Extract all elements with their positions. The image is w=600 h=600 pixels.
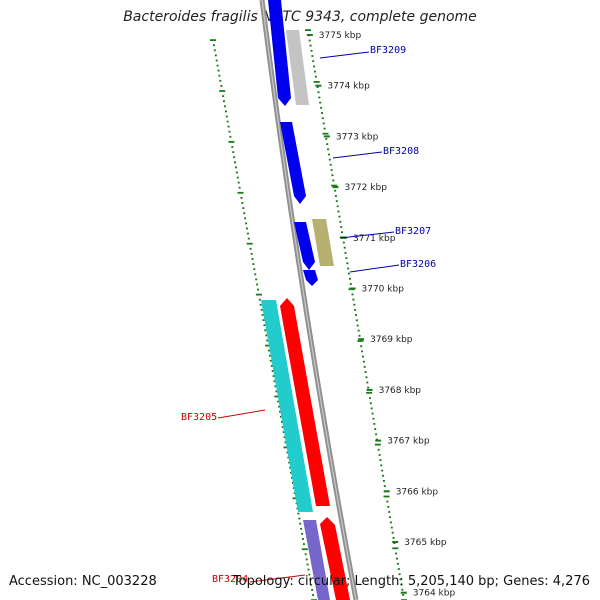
tick-label: 3767 kbp [387,437,430,447]
feature-bf3205-cyan[interactable] [261,300,313,512]
tick-label: 3764 kbp [413,589,456,599]
tick-ring-inner [210,39,317,600]
gene-label-bf3206[interactable]: BF3206 [400,259,436,270]
feature-bf3205-red[interactable] [280,298,330,506]
topology-label: Topology: circular; Length: 5,205,140 bp… [232,574,590,589]
tick-label: 3773 kbp [336,132,379,142]
gene-label-bf3208[interactable]: BF3208 [383,146,419,157]
gene-label-bf3207[interactable]: BF3207 [395,226,431,237]
feature-purple-bottom[interactable] [303,520,330,600]
feature-bf3208[interactable] [280,122,306,204]
feature-bf3204[interactable] [320,517,350,600]
tick-label: 3765 kbp [404,538,447,548]
feature-bf3206[interactable] [303,270,318,286]
tick-label: 3769 kbp [370,335,413,345]
gene-label-bf3209[interactable]: BF3209 [370,45,406,56]
tick-label: 3766 kbp [396,487,439,497]
tick-label: 3768 kbp [379,386,422,396]
map-title: Bacteroides fragilis NCTC 9343, complete… [123,9,477,25]
tick-ring-outer [305,29,407,600]
features [261,0,350,600]
gene-labels: BF3209 BF3208 BF3207 BF3206 BF3205 BF320… [181,45,436,585]
tick-label: 3770 kbp [362,285,405,295]
feature-bf3207[interactable] [294,222,315,270]
gene-label-bf3204[interactable]: BF3204 [212,574,248,585]
tick-label: 3775 kbp [319,31,362,41]
gene-label-bf3205[interactable]: BF3205 [181,412,217,423]
feature-bf3210[interactable] [268,0,291,106]
tick-label: 3771 kbp [353,234,396,244]
tick-rings [210,29,407,600]
genome-backbone-highlight [261,0,357,600]
tick-label: 3774 kbp [327,82,370,92]
feature-khaki[interactable] [312,219,334,266]
tick-labels: 3775 kbp 3774 kbp 3773 kbp 3772 kbp 3771 kbp… [306,31,456,599]
feature-gray-top[interactable] [286,30,309,105]
accession-label: Accession: NC_003228 [9,574,157,589]
gene-label-lines [217,51,400,583]
tick-label: 3772 kbp [345,183,388,193]
